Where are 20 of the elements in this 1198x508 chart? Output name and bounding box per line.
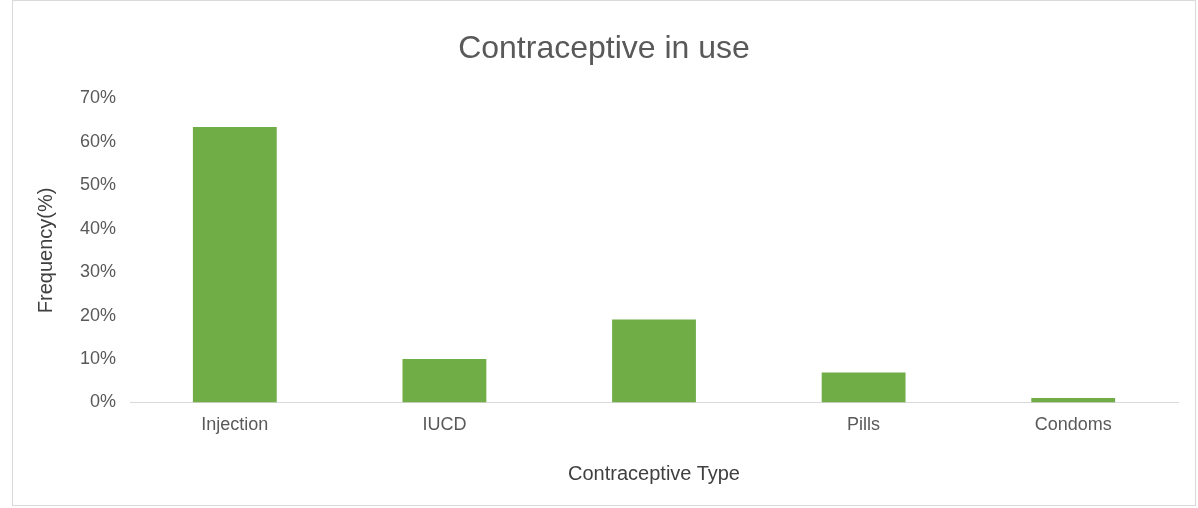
y-tick-label: 40% [80,217,117,238]
y-tick-label: 60% [80,130,117,151]
y-tick-label: 30% [80,261,117,282]
x-tick-label: Condoms [1034,414,1112,435]
x-axis-title: Contraceptive Type [568,461,740,484]
y-tick-label: 10% [80,347,117,368]
x-tick-label: Pills [847,414,881,435]
x-tick-label: IUCD [422,414,467,435]
bar [1031,398,1116,403]
y-tick-label: 0% [90,391,117,412]
y-tick-label: 50% [80,174,117,195]
bar [192,127,277,403]
chart-title: Contraceptive in use [458,29,750,66]
y-axis-title: Frequency(%) [33,187,56,314]
y-tick-label: 20% [80,304,117,325]
bar [821,372,906,403]
bar [402,358,487,403]
bar [612,319,696,403]
x-tick-label: Injection [201,414,269,435]
y-tick-label: 70% [80,87,117,108]
